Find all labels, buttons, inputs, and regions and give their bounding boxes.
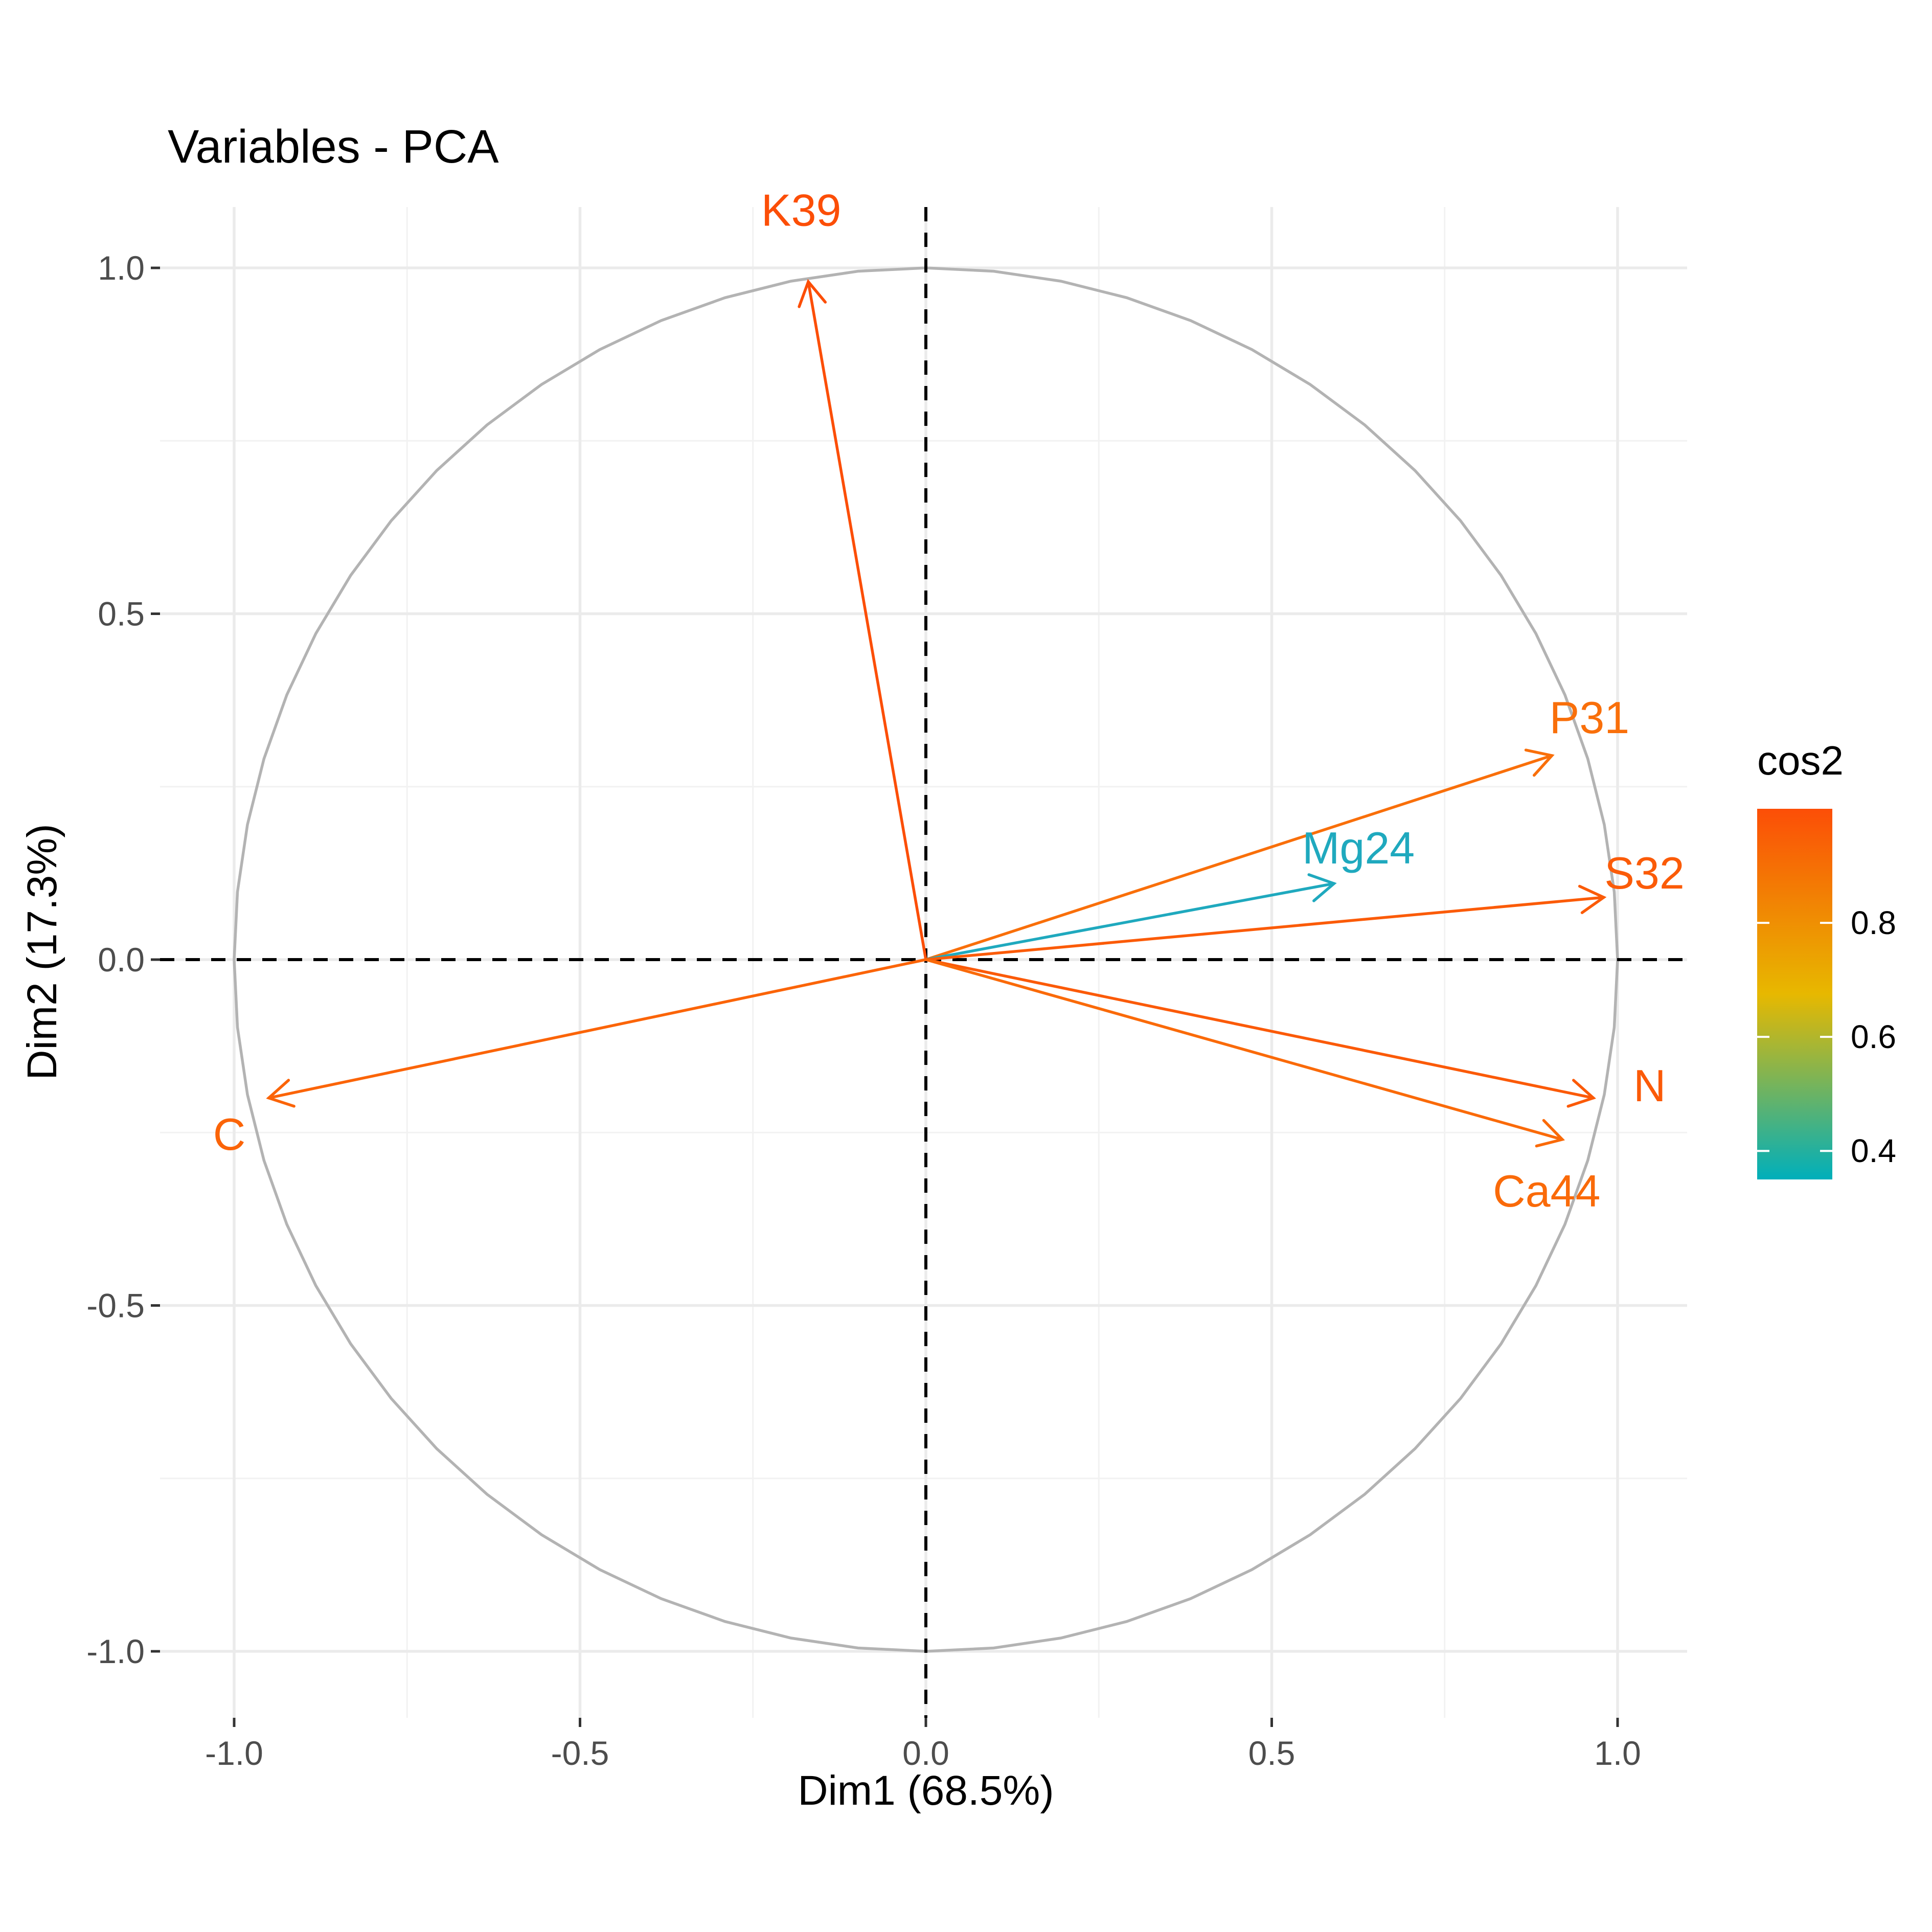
variable-label-s32: S32 xyxy=(1604,848,1685,898)
variable-label-k39: K39 xyxy=(761,185,842,236)
x-axis: -1.0 -0.5 0.0 0.5 1.0 xyxy=(205,1718,1641,1772)
legend-label: 0.6 xyxy=(1851,1018,1896,1055)
y-axis-title: Dim2 (17.3%) xyxy=(19,824,65,1080)
legend-title: cos2 xyxy=(1757,738,1844,783)
arrow-head-c xyxy=(266,1079,296,1108)
arrow-mg24 xyxy=(924,873,1337,961)
variable-label-p31: P31 xyxy=(1550,692,1630,743)
x-axis-title: Dim1 (68.5%) xyxy=(798,1767,1054,1814)
arrow-head-s32 xyxy=(1578,884,1607,914)
arrow-shaft-mg24 xyxy=(924,882,1336,961)
variable-label-c: C xyxy=(213,1109,246,1160)
y-axis: -1.0 -0.5 0.0 0.5 1.0 xyxy=(86,249,160,1670)
x-tick-label: 1.0 xyxy=(1594,1734,1641,1772)
variable-label-ca44: Ca44 xyxy=(1493,1166,1600,1216)
variable-labels: K39 P31 Mg24 S32 N Ca44 C xyxy=(213,185,1685,1216)
arrow-ca44 xyxy=(924,958,1565,1148)
arrow-head-ca44 xyxy=(1535,1119,1565,1148)
x-tick-label: -0.5 xyxy=(551,1734,609,1772)
arrow-shaft-s32 xyxy=(924,896,1605,961)
x-tick-label: 0.5 xyxy=(1248,1734,1295,1772)
variable-label-n: N xyxy=(1633,1060,1666,1111)
variable-label-mg24: Mg24 xyxy=(1302,823,1415,873)
legend-label: 0.4 xyxy=(1851,1132,1896,1169)
y-tick-label: 1.0 xyxy=(98,249,145,287)
legend-ticks: 0.4 0.6 0.8 xyxy=(1757,904,1896,1169)
arrow-head-p31 xyxy=(1524,748,1555,777)
y-tick-label: 0.0 xyxy=(98,941,145,979)
arrow-head-k39 xyxy=(798,279,827,308)
arrow-shaft-ca44 xyxy=(924,958,1564,1141)
grid-lines xyxy=(160,207,1687,1718)
arrow-c xyxy=(266,958,927,1108)
cos2-legend: cos2 0.4 0.6 0.8 xyxy=(1757,738,1896,1179)
y-tick-label: -1.0 xyxy=(86,1632,145,1670)
y-tick-label: 0.5 xyxy=(98,595,145,633)
variable-arrows xyxy=(266,279,1607,1148)
arrow-s32 xyxy=(924,884,1607,961)
correlation-circle xyxy=(233,266,1619,1653)
legend-colorbar xyxy=(1757,809,1832,1179)
x-tick-label: -1.0 xyxy=(205,1734,263,1772)
arrow-n xyxy=(924,958,1596,1108)
arrow-p31 xyxy=(924,748,1555,961)
arrow-shaft-p31 xyxy=(924,754,1554,961)
plot-panel: K39 P31 Mg24 S32 N Ca44 C xyxy=(160,185,1687,1718)
x-tick-label: 0.0 xyxy=(902,1734,949,1772)
arrow-shaft-c xyxy=(267,958,927,1100)
chart-title: Variables - PCA xyxy=(168,121,499,173)
legend-label: 0.8 xyxy=(1851,904,1896,941)
y-tick-label: -0.5 xyxy=(86,1287,145,1325)
arrow-head-n xyxy=(1566,1079,1596,1108)
arrow-shaft-k39 xyxy=(807,280,927,961)
arrow-k39 xyxy=(798,279,927,961)
arrow-shaft-n xyxy=(924,958,1595,1100)
arrow-head-mg24 xyxy=(1307,873,1337,902)
